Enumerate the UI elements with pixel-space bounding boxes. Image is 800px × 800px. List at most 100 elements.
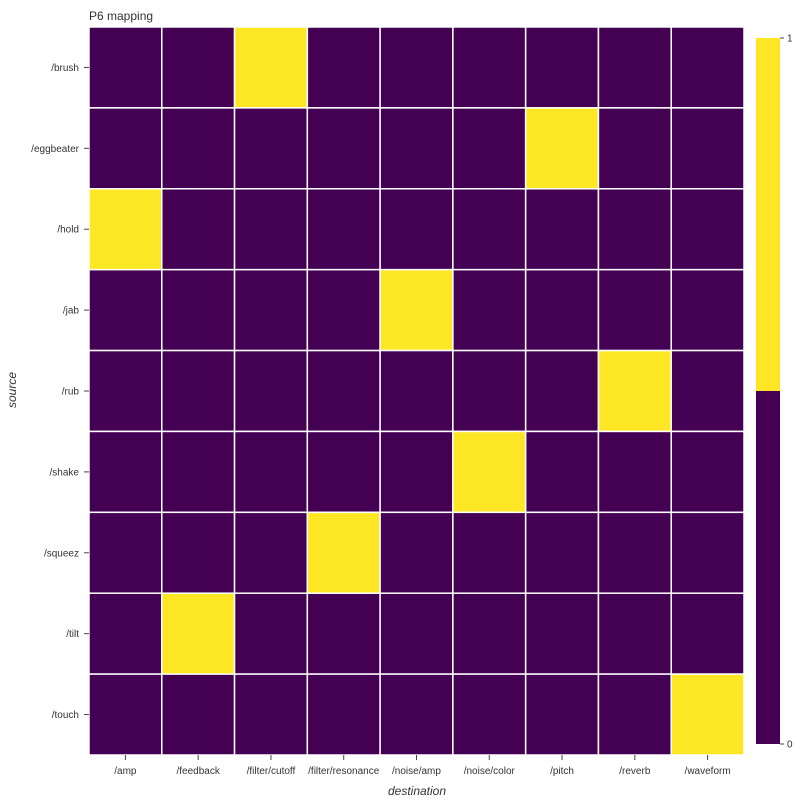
heatmap-cell-7-1 xyxy=(161,592,236,675)
heatmap-cell-5-6 xyxy=(524,430,600,514)
heatmap-cell-0-3 xyxy=(306,26,381,109)
colorbar: 01 xyxy=(756,34,793,751)
y-tick-label: /shake xyxy=(50,467,80,478)
heatmap-cell-4-3 xyxy=(306,349,381,433)
heatmap-cell-1-6 xyxy=(524,107,600,190)
heatmap-cell-1-5 xyxy=(452,107,527,190)
x-axis-ticks: /amp/feedback/filter/cutoff/filter/reson… xyxy=(114,755,731,777)
heatmap-cell-6-1 xyxy=(161,511,236,594)
heatmap-cell-1-7 xyxy=(597,107,672,190)
heatmap-cell-1-3 xyxy=(306,107,381,190)
y-axis-label: source xyxy=(5,372,19,408)
heatmap-cell-4-8 xyxy=(670,349,745,433)
heatmap-cell-0-5 xyxy=(452,26,527,109)
x-tick-label: /amp xyxy=(114,766,137,777)
y-tick-label: /rub xyxy=(62,387,80,398)
heatmap-cell-1-2 xyxy=(233,107,309,190)
heatmap-cell-3-1 xyxy=(161,268,236,352)
heatmap-cell-0-0 xyxy=(88,26,163,109)
heatmap-cell-4-4 xyxy=(379,349,454,433)
heatmap-cell-3-7 xyxy=(597,268,672,352)
heatmap-cell-8-3 xyxy=(306,673,381,756)
x-tick-label: /pitch xyxy=(550,766,574,777)
heatmap-cell-5-1 xyxy=(161,430,236,514)
heatmap-cell-0-7 xyxy=(597,26,672,109)
heatmap-cell-1-8 xyxy=(670,107,745,190)
heatmap-cell-7-8 xyxy=(670,592,745,675)
y-tick-label: /jab xyxy=(63,306,80,317)
heatmap-cell-3-8 xyxy=(670,268,745,352)
heatmap-cell-0-6 xyxy=(524,26,600,109)
x-tick-label: /waveform xyxy=(685,766,731,777)
heatmap-cell-6-0 xyxy=(88,511,163,594)
heatmap-cell-2-2 xyxy=(233,188,309,271)
heatmap-cell-5-3 xyxy=(306,430,381,514)
chart-title: P6 mapping xyxy=(89,9,153,23)
heatmap-cell-0-8 xyxy=(670,26,745,109)
heatmap-cell-6-8 xyxy=(670,511,745,594)
heatmap-cell-6-5 xyxy=(452,511,527,594)
heatmap-cell-8-6 xyxy=(524,673,600,756)
heatmap-cell-3-6 xyxy=(524,268,600,352)
x-axis-label: destination xyxy=(388,784,446,798)
heatmap-cell-8-4 xyxy=(379,673,454,756)
heatmap-cell-6-3 xyxy=(306,511,381,594)
heatmap-cell-2-5 xyxy=(452,188,527,271)
heatmap-cell-5-4 xyxy=(379,430,454,514)
x-tick-label: /filter/cutoff xyxy=(247,766,296,777)
y-axis-ticks: /brush/eggbeater/hold/jab/rub/shake/sque… xyxy=(31,63,89,721)
heatmap-cell-6-2 xyxy=(233,511,309,594)
heatmap-cell-7-6 xyxy=(524,592,600,675)
heatmap-cell-7-7 xyxy=(597,592,672,675)
heatmap-cell-2-8 xyxy=(670,188,745,271)
heatmap-cell-0-2 xyxy=(233,26,309,109)
y-tick-label: /brush xyxy=(51,63,79,74)
heatmap-cell-0-4 xyxy=(379,26,454,109)
heatmap-cell-2-1 xyxy=(161,188,236,271)
heatmap-cell-8-7 xyxy=(597,673,672,756)
heatmap-cell-2-0 xyxy=(88,188,163,271)
heatmap-cell-8-8 xyxy=(670,673,745,756)
heatmap-cell-4-7 xyxy=(597,349,672,433)
x-tick-label: /feedback xyxy=(176,766,220,777)
heatmap-cell-4-1 xyxy=(161,349,236,433)
heatmap-cell-8-0 xyxy=(88,673,163,756)
heatmap-cell-1-4 xyxy=(379,107,454,190)
heatmap-cell-6-4 xyxy=(379,511,454,594)
heatmap-cell-8-2 xyxy=(233,673,309,756)
heatmap-cell-8-5 xyxy=(452,673,527,756)
heatmap-cell-1-0 xyxy=(88,107,163,190)
heatmap-cell-2-7 xyxy=(597,188,672,271)
y-tick-label: /tilt xyxy=(66,629,79,640)
heatmap-cell-7-2 xyxy=(233,592,309,675)
heatmap-cell-5-2 xyxy=(233,430,309,514)
y-tick-label: /hold xyxy=(57,225,79,236)
colorbar-tick-label: 0 xyxy=(787,740,793,751)
colorbar-tick-label: 1 xyxy=(787,34,793,45)
heatmap-cell-6-6 xyxy=(524,511,600,594)
heatmap-cell-3-2 xyxy=(233,268,309,352)
heatmap-cell-0-1 xyxy=(161,26,236,109)
colorbar-high-segment xyxy=(756,38,780,391)
heatmap-cell-4-2 xyxy=(233,349,309,433)
x-tick-label: /reverb xyxy=(619,766,651,777)
x-tick-label: /noise/amp xyxy=(392,766,441,777)
heatmap-cell-4-5 xyxy=(452,349,527,433)
heatmap-cell-7-3 xyxy=(306,592,381,675)
heatmap-cell-3-3 xyxy=(306,268,381,352)
heatmap-cell-2-4 xyxy=(379,188,454,271)
heatmap-cell-2-6 xyxy=(524,188,600,271)
y-tick-label: /eggbeater xyxy=(31,144,79,155)
heatmap-cell-3-4 xyxy=(379,268,454,352)
heatmap-cell-7-0 xyxy=(88,592,163,675)
heatmap-cell-4-0 xyxy=(88,349,163,433)
heatmap-cell-1-1 xyxy=(161,107,236,190)
heatmap-cell-5-0 xyxy=(88,430,163,514)
heatmap-cell-5-5 xyxy=(452,430,527,514)
heatmap-cell-7-5 xyxy=(452,592,527,675)
x-tick-label: /filter/resonance xyxy=(308,766,380,777)
x-tick-label: /noise/color xyxy=(464,766,516,777)
heatmap-cell-5-7 xyxy=(597,430,672,514)
colorbar-low-segment xyxy=(756,391,780,744)
